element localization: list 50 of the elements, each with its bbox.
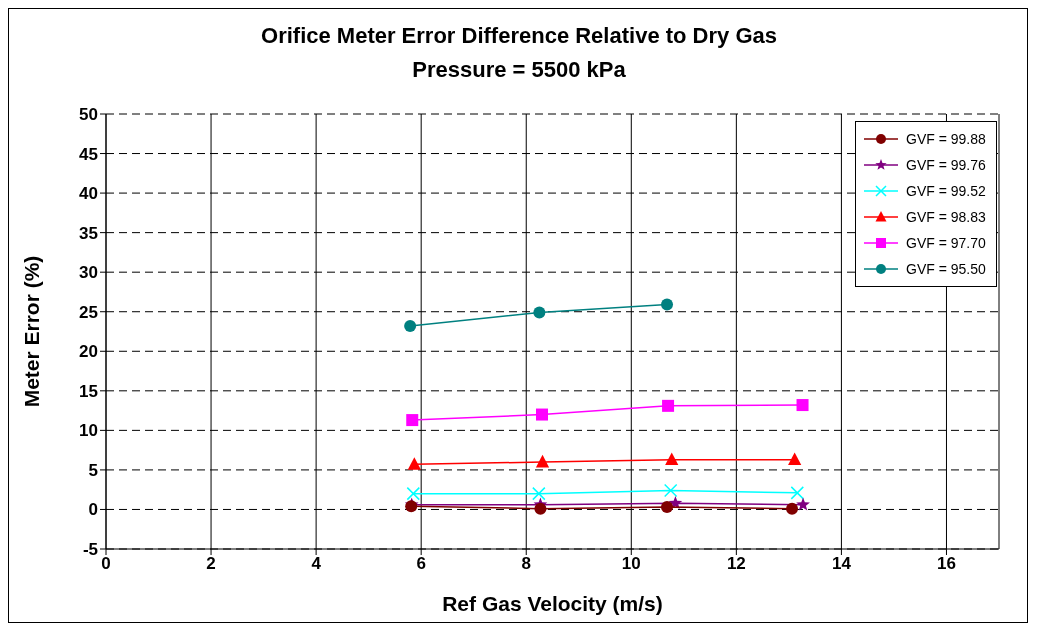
- point: [404, 319, 417, 332]
- y-tick-label: 5: [88, 460, 98, 480]
- legend-label: GVF = 99.76: [906, 157, 986, 173]
- legend-label: GVF = 98.83: [906, 209, 986, 225]
- y-tick-label: 35: [79, 223, 98, 243]
- point: [786, 502, 799, 515]
- point: [406, 414, 419, 427]
- point: [796, 497, 810, 511]
- x-tick-label: 14: [831, 554, 852, 574]
- point: [406, 486, 421, 501]
- point: [407, 457, 421, 470]
- y-tick-label: 45: [79, 144, 98, 164]
- legend-label: GVF = 99.88: [906, 131, 986, 147]
- y-tick-label: 0: [88, 500, 98, 520]
- y-tick-label: 20: [79, 342, 98, 362]
- x-tick-label: 12: [726, 554, 746, 574]
- x-tick-label: 4: [311, 554, 322, 574]
- point: [535, 454, 550, 468]
- legend-label: GVF = 95.50: [906, 261, 986, 277]
- y-tick-label: 40: [79, 184, 98, 204]
- x-tick-label: 0: [101, 554, 111, 574]
- chart-title: Orifice Meter Error Difference Relative to Dry Gas: [260, 23, 778, 49]
- point: [534, 502, 547, 515]
- point: [661, 298, 674, 311]
- x-tick-label: 10: [621, 554, 641, 574]
- point: [790, 486, 805, 500]
- x-tick-label: 8: [521, 554, 531, 574]
- y-axis-title: Meter Error (%): [20, 255, 44, 408]
- point: [535, 408, 548, 421]
- y-tick-label: 50: [79, 105, 98, 125]
- chart-subtitle: Pressure = 5500 kPa: [411, 57, 627, 83]
- x-axis-title: Ref Gas Velocity (m/s): [442, 592, 663, 615]
- point: [661, 501, 674, 514]
- x-tick-label: 2: [206, 554, 216, 574]
- point: [663, 483, 678, 498]
- point: [662, 399, 675, 412]
- legend-label: GVF = 97.70: [906, 235, 986, 251]
- point: [665, 452, 679, 466]
- x-tick-label: 16: [937, 554, 956, 574]
- y-tick-label: 10: [79, 421, 98, 441]
- point: [788, 452, 802, 466]
- x-tick-label: 6: [416, 554, 426, 574]
- point: [532, 486, 546, 501]
- y-tick-label: 15: [79, 381, 98, 401]
- y-tick-label: -5: [82, 540, 98, 560]
- point: [796, 399, 809, 412]
- point: [533, 306, 546, 319]
- y-tick-label: 30: [79, 263, 98, 283]
- legend-label: GVF = 99.52: [906, 183, 986, 199]
- y-tick-label: 25: [79, 302, 98, 322]
